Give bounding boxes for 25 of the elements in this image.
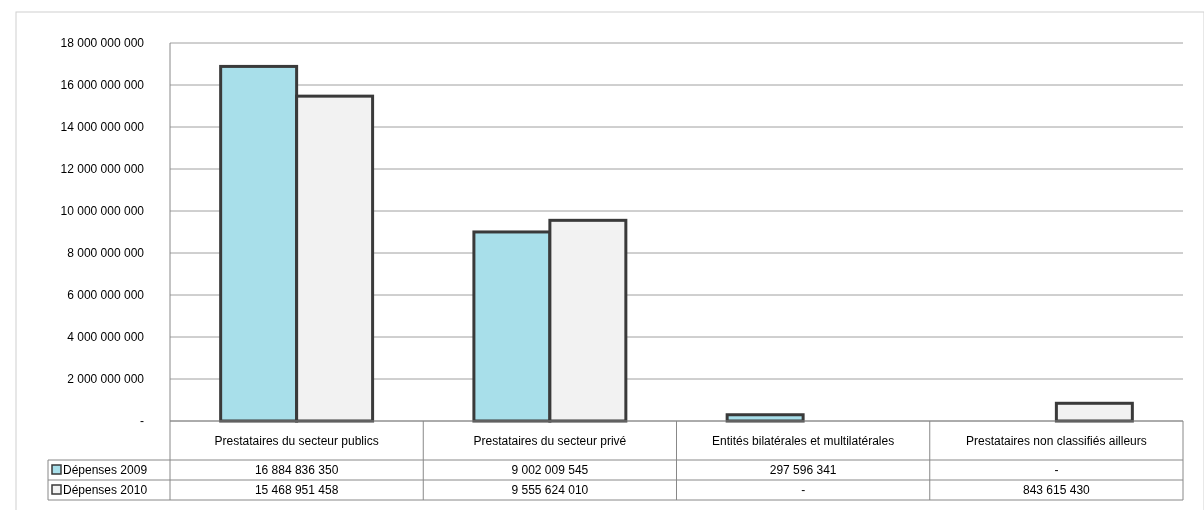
data-label: - [1054, 463, 1059, 478]
x-tick-label: Prestataires non classifiés ailleurs [966, 433, 1147, 448]
x-tick-label: Prestataires du secteur publics [214, 433, 379, 448]
y-tick-label: 4 000 000 000 [67, 330, 145, 345]
data-label: 9 002 009 545 [511, 463, 589, 478]
data-label: 297 596 341 [769, 463, 837, 478]
data-label: 15 468 951 458 [254, 483, 339, 498]
y-tick-label: 6 000 000 000 [67, 288, 145, 303]
y-tick-label: 12 000 000 000 [60, 162, 145, 177]
legend-label: Dépenses 2009 [63, 463, 148, 478]
data-label: 9 555 624 010 [511, 483, 589, 498]
y-tick-label: 16 000 000 000 [60, 78, 145, 93]
y-tick-label: - [140, 414, 144, 429]
data-label: - [801, 483, 806, 498]
y-tick-label: 8 000 000 000 [67, 246, 145, 261]
x-tick-label: Entités bilatérales et multilatérales [712, 433, 895, 448]
y-tick-label: 14 000 000 000 [60, 120, 145, 135]
y-tick-label: 18 000 000 000 [60, 36, 145, 51]
bar [1054, 401, 1134, 423]
data-label: 843 615 430 [1023, 483, 1091, 498]
legend-label: Dépenses 2010 [63, 483, 148, 498]
x-tick-label: Prestataires du secteur privé [473, 433, 627, 448]
y-tick-label: 2 000 000 000 [67, 372, 145, 387]
data-label: 16 884 836 350 [254, 463, 339, 478]
y-tick-label: 10 000 000 000 [60, 204, 145, 219]
